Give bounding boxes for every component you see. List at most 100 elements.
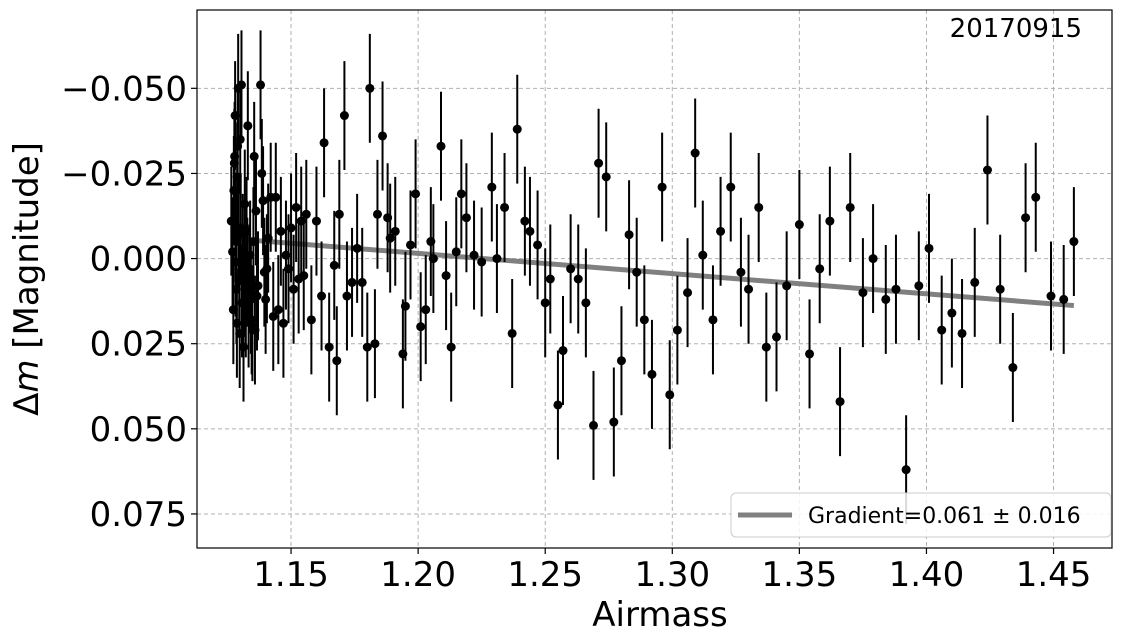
data-point — [868, 254, 878, 264]
data-point — [540, 298, 550, 308]
data-point — [257, 168, 267, 178]
data-point — [647, 369, 657, 379]
data-point — [436, 141, 446, 151]
plot-frame — [196, 9, 1113, 549]
data-point — [446, 342, 456, 352]
data-point — [247, 315, 257, 325]
data-point — [487, 182, 497, 192]
x-tick-label: 1.30 — [634, 555, 710, 595]
y-axis-label-variable: m — [7, 360, 47, 393]
data-point — [289, 284, 299, 294]
data-point — [234, 230, 244, 240]
data-point — [329, 260, 339, 270]
data-point — [1046, 291, 1056, 301]
data-point — [736, 267, 746, 277]
data-point — [525, 226, 535, 236]
data-point — [690, 148, 700, 158]
x-axis-label: Airmass — [592, 595, 727, 635]
data-point — [244, 274, 254, 284]
data-point — [230, 111, 240, 121]
y-tick-label: 0.025 — [90, 325, 187, 365]
data-point — [594, 158, 604, 168]
data-point — [235, 134, 245, 144]
data-point — [1021, 213, 1031, 223]
data-point — [845, 202, 855, 212]
data-point — [249, 151, 259, 161]
data-point — [477, 257, 487, 267]
data-point — [672, 325, 682, 335]
data-point — [716, 226, 726, 236]
data-point — [235, 328, 245, 338]
ticks: 1.15 1.20 1.25 1.30 1.35 1.40 1.45 −0.050 −0.025… — [61, 69, 1091, 595]
y-axis-label-unit: [Magnitude] — [7, 142, 47, 359]
data-point — [334, 209, 344, 219]
data-point — [947, 308, 957, 318]
data-point — [708, 315, 718, 325]
x-tick-label: 1.45 — [1016, 555, 1092, 595]
data-point — [744, 284, 754, 294]
data-point — [492, 254, 502, 264]
data-point — [573, 274, 583, 284]
data-point — [252, 291, 262, 301]
data-point — [347, 277, 357, 287]
data-point — [416, 322, 426, 332]
data-point — [782, 281, 792, 291]
points-layer — [226, 30, 1079, 525]
data-point — [400, 301, 410, 311]
data-point — [299, 271, 309, 281]
data-point — [566, 264, 576, 274]
data-point — [251, 206, 261, 216]
data-point — [390, 226, 400, 236]
data-point — [231, 257, 241, 267]
fit-line — [234, 236, 1075, 309]
data-point — [311, 216, 321, 226]
data-point — [372, 209, 382, 219]
y-tick-label: 0.050 — [90, 410, 187, 450]
data-point — [754, 202, 764, 212]
data-point — [262, 264, 272, 274]
data-point — [231, 237, 241, 247]
data-point — [441, 271, 451, 281]
data-point — [352, 243, 362, 253]
data-point — [233, 141, 243, 151]
data-point — [271, 192, 281, 202]
x-tick-label: 1.20 — [380, 555, 456, 595]
data-point — [545, 274, 555, 284]
data-point — [231, 284, 241, 294]
data-point — [365, 83, 375, 93]
data-point — [421, 305, 431, 315]
data-point — [558, 346, 568, 356]
data-point — [228, 247, 238, 257]
data-point — [507, 328, 517, 338]
data-point — [258, 196, 268, 206]
data-point — [281, 250, 291, 260]
data-point — [1069, 237, 1079, 247]
data-point — [228, 305, 238, 315]
data-point — [426, 237, 436, 247]
data-point — [236, 80, 246, 90]
data-point — [278, 318, 288, 328]
data-point — [683, 288, 693, 298]
data-point — [624, 230, 634, 240]
data-point — [639, 315, 649, 325]
data-point — [291, 202, 301, 212]
data-point — [914, 281, 924, 291]
data-point — [1008, 363, 1018, 373]
data-point — [256, 80, 266, 90]
data-point — [324, 342, 334, 352]
data-point — [805, 349, 815, 359]
data-point — [319, 138, 329, 148]
date-annotation: 20170915 — [950, 14, 1082, 44]
data-point — [901, 465, 911, 475]
data-point — [250, 325, 260, 335]
data-point — [609, 417, 619, 427]
data-point — [601, 172, 611, 182]
data-point — [242, 267, 252, 277]
data-point — [243, 121, 253, 131]
data-point — [370, 339, 380, 349]
data-point — [226, 216, 236, 226]
data-point — [553, 400, 563, 410]
data-point — [240, 199, 250, 209]
data-point — [242, 226, 252, 236]
